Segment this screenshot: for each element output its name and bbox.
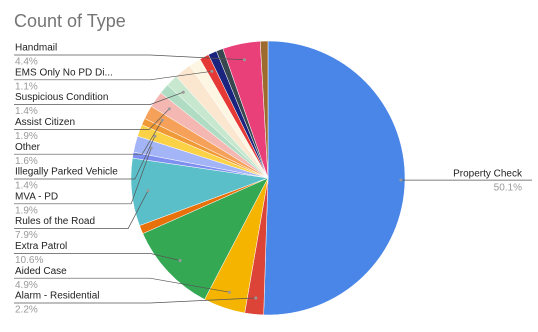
leader-dot — [160, 118, 164, 122]
leader-dot — [178, 259, 182, 263]
slice-value-label: 2.2% — [15, 305, 38, 316]
leader-dot — [227, 290, 231, 294]
leader-line — [14, 190, 149, 229]
leader-dot — [149, 146, 153, 150]
slice-value-label: 4.4% — [15, 57, 38, 68]
slice-value-label: 1.4% — [15, 181, 38, 192]
slice-value-label: 50.1% — [494, 183, 522, 194]
leader-dot — [254, 296, 258, 300]
leader-dot — [153, 134, 157, 138]
slice-label: Suspicious Condition — [15, 92, 108, 103]
slice-value-label: 1.9% — [15, 131, 38, 142]
slice-label: Property Check — [453, 169, 523, 180]
slice-label: Assist Citizen — [15, 117, 75, 128]
slice-value-label: 1.9% — [15, 205, 38, 216]
pie-slice — [259, 40, 269, 179]
leader-dot — [181, 90, 185, 94]
slice-value-label: 10.6% — [15, 255, 43, 266]
leader-line — [14, 277, 230, 293]
leader-dot — [210, 69, 214, 73]
slice-label: Rules of the Road — [15, 216, 95, 227]
leader-line — [14, 135, 156, 180]
leader-line — [14, 148, 152, 205]
leader-dot — [399, 178, 403, 182]
leader-line — [14, 108, 170, 130]
leader-dot — [167, 107, 171, 111]
slice-label: Other — [15, 142, 41, 153]
leader-line — [14, 54, 245, 61]
slice-label: MVA - PD — [15, 191, 58, 202]
slice-label: Illegally Parked Vehicle — [15, 167, 118, 178]
slice-label: Handmail — [15, 43, 57, 54]
leader-line — [14, 253, 181, 261]
leader-dot — [146, 189, 150, 193]
slice-label: Aided Case — [15, 266, 67, 277]
leader-dot — [242, 58, 246, 62]
slice-value-label: 1.4% — [15, 106, 38, 117]
pie-slice — [142, 177, 269, 300]
slice-value-label: 1.6% — [15, 156, 38, 167]
slice-label: Extra Patrol — [15, 241, 67, 252]
slice-label: Alarm - Residential — [15, 291, 99, 302]
leader-line — [14, 70, 212, 81]
slice-value-label: 4.9% — [15, 280, 38, 291]
pie-slice — [263, 40, 406, 316]
leader-line — [14, 119, 163, 155]
leader-line — [14, 91, 184, 105]
slice-value-label: 7.9% — [15, 230, 38, 241]
slice-label: EMS Only No PD Di... — [15, 67, 113, 78]
leader-line — [14, 297, 256, 304]
chart-title: Count of Type — [14, 11, 126, 31]
slice-value-label: 1.1% — [15, 81, 38, 92]
